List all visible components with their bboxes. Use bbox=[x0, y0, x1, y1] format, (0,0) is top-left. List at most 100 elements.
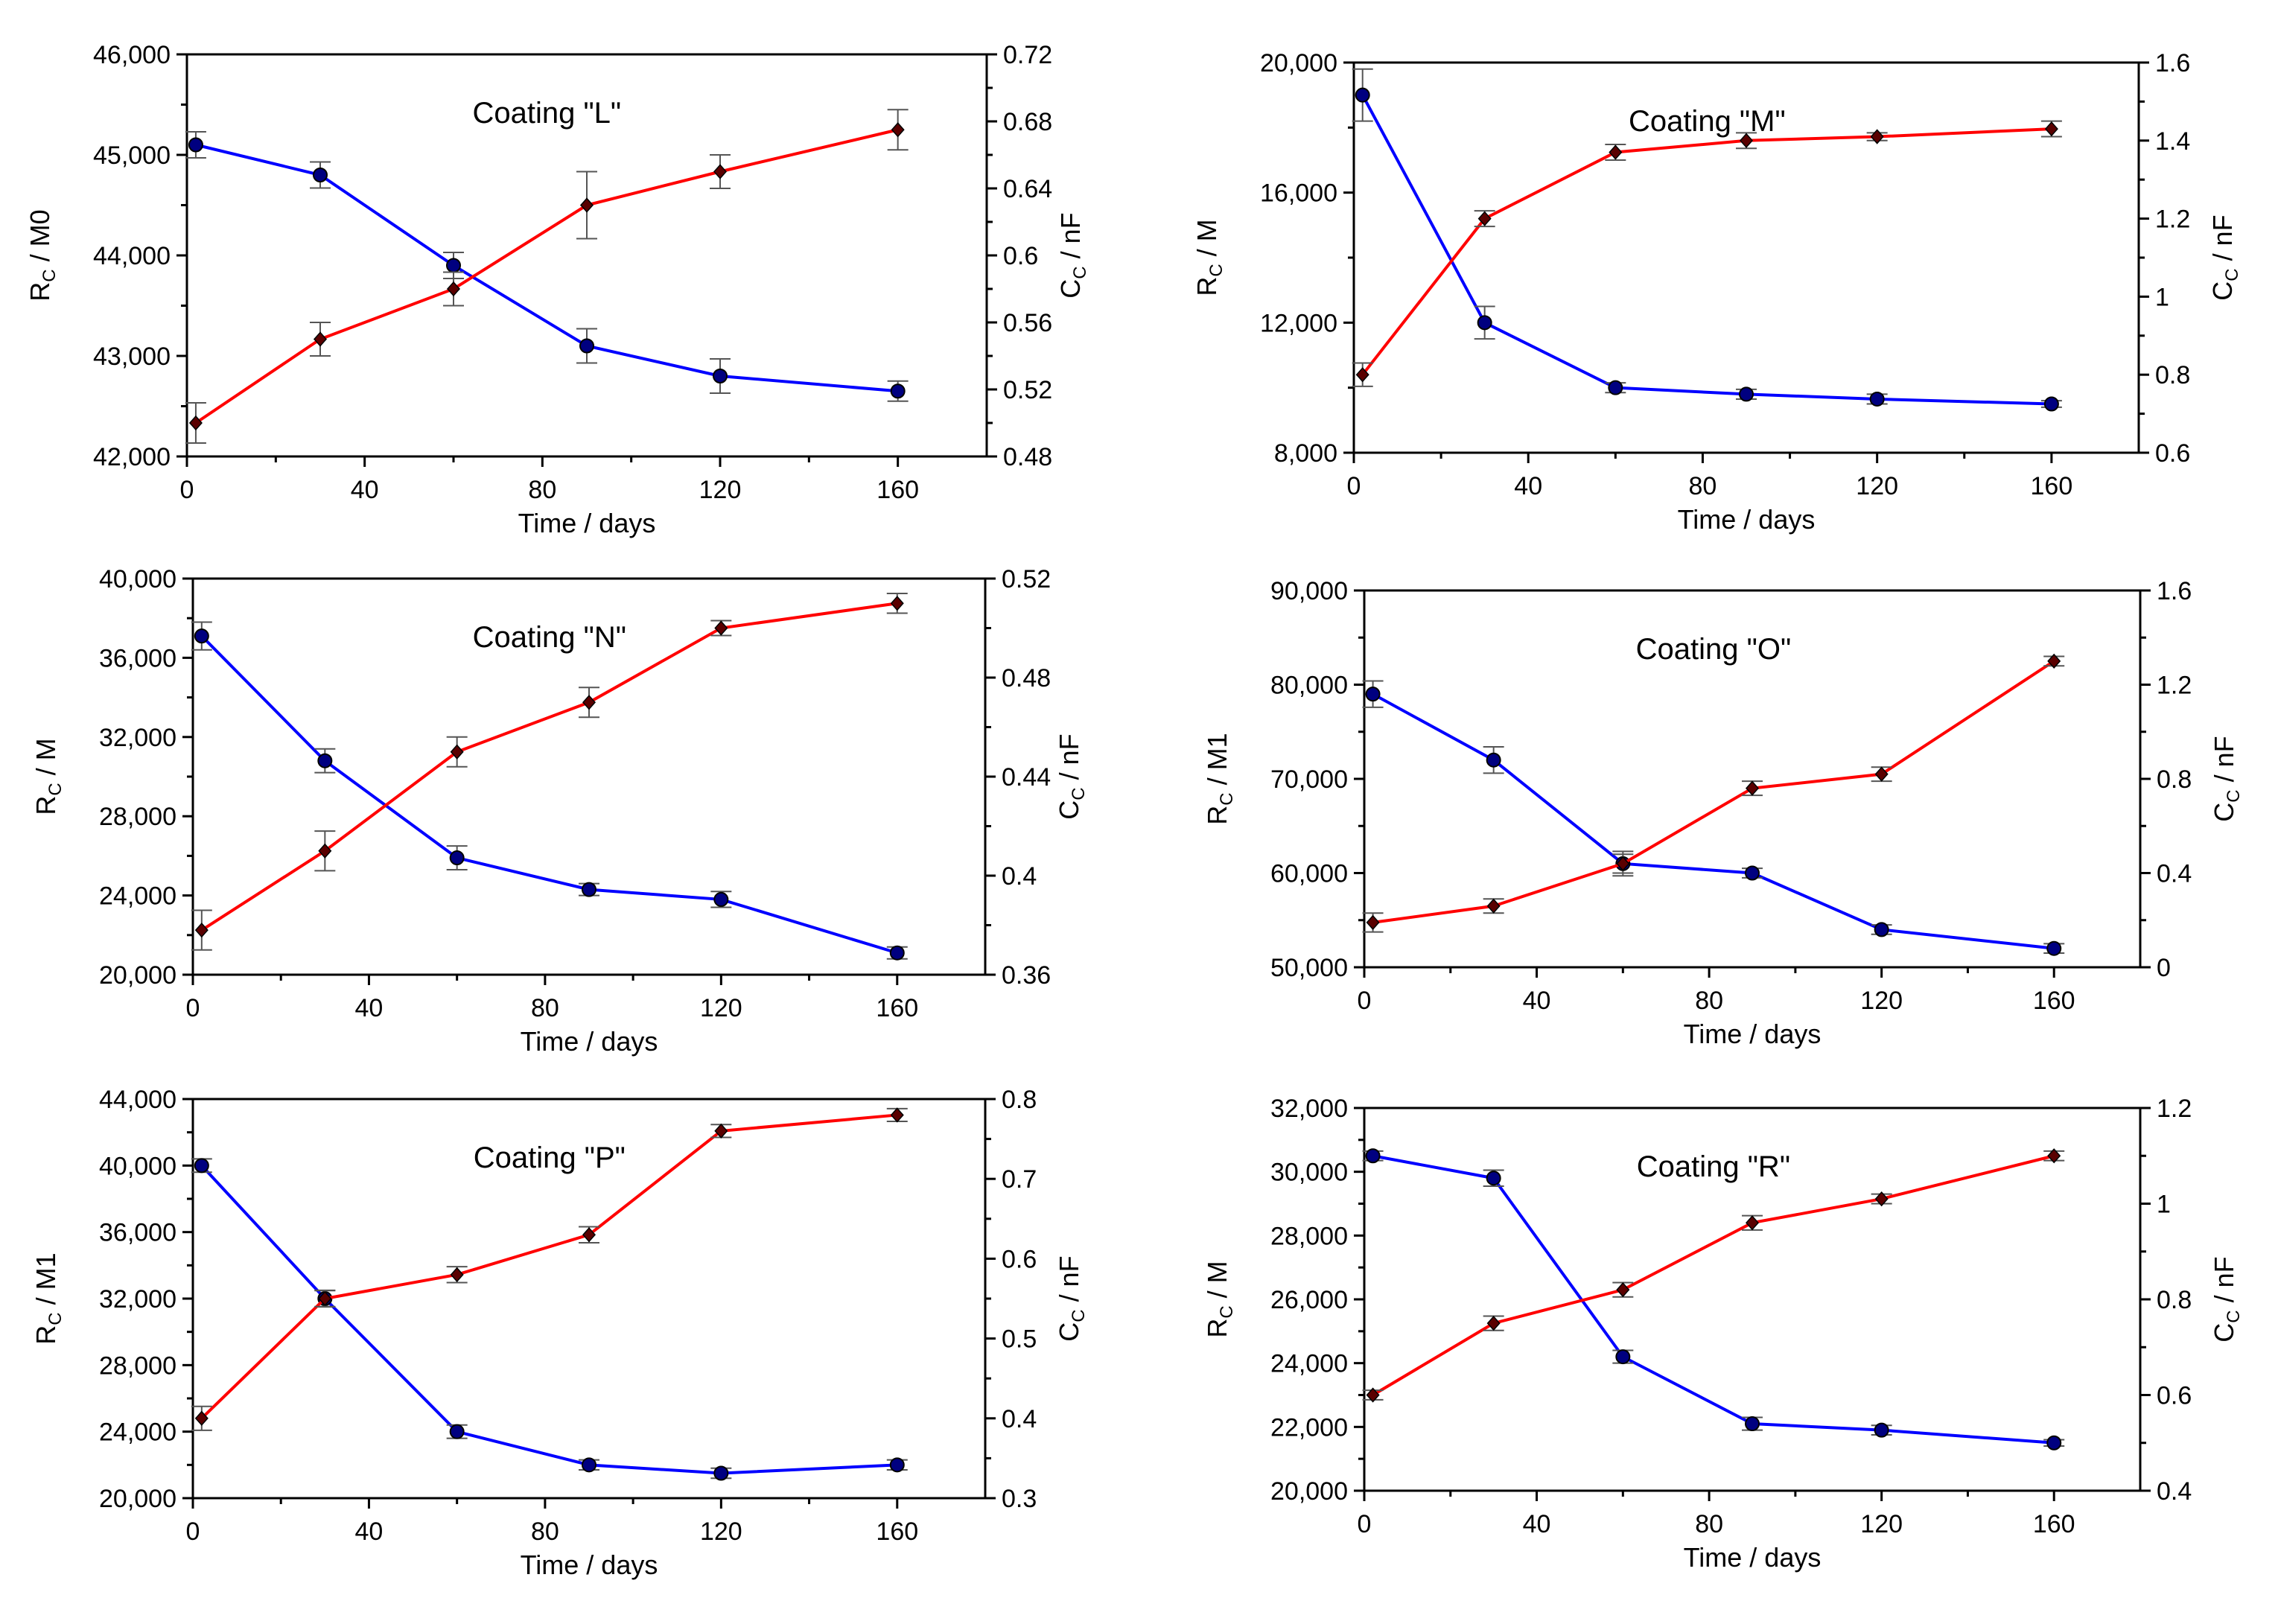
series-line-Rc bbox=[1372, 1154, 2055, 1445]
data-point-Cc bbox=[1355, 367, 1369, 383]
data-point-Rc bbox=[1486, 1171, 1501, 1186]
x-tick-label: 0 bbox=[1358, 987, 1372, 1015]
y2-tick-label: 0.4 bbox=[2157, 1477, 2192, 1506]
chart-title: Coating "N" bbox=[473, 621, 626, 654]
x-axis-label: Time / days bbox=[518, 508, 656, 538]
y-tick-label: 60,000 bbox=[1270, 860, 1348, 888]
series-line-Rc bbox=[195, 143, 898, 393]
data-point-Cc bbox=[890, 1107, 904, 1123]
x-tick-label: 0 bbox=[1347, 472, 1361, 500]
x-tick-label: 160 bbox=[2031, 472, 2073, 500]
data-point-Rc bbox=[2046, 940, 2062, 956]
y2-tick-label: 0.8 bbox=[1002, 1086, 1037, 1114]
y2-tick-label: 0.4 bbox=[2157, 860, 2192, 888]
y2-tick-label: 1.2 bbox=[2157, 1095, 2192, 1123]
x-tick-label: 80 bbox=[531, 994, 559, 1022]
data-point-Cc bbox=[891, 122, 905, 138]
y2-tick-label: 0.52 bbox=[1002, 565, 1051, 593]
x-tick-label: 120 bbox=[699, 476, 742, 504]
data-point-Cc bbox=[1874, 1191, 1889, 1207]
data-point-Rc bbox=[1874, 922, 1889, 937]
y2-axis-label: CC / nF bbox=[1054, 733, 1089, 819]
chart-title: Coating "O" bbox=[1636, 633, 1792, 666]
x-tick-label: 80 bbox=[1689, 472, 1717, 500]
y-tick-label: 8,000 bbox=[1274, 439, 1337, 468]
data-point-Cc bbox=[2044, 121, 2058, 137]
data-point-Cc bbox=[446, 281, 461, 297]
y2-tick-label: 1.2 bbox=[2157, 672, 2192, 700]
y2-tick-label: 0.36 bbox=[1002, 961, 1051, 990]
y-tick-label: 43,000 bbox=[93, 343, 171, 371]
data-point-Cc bbox=[188, 415, 203, 431]
x-tick-label: 160 bbox=[876, 1518, 918, 1546]
y-tick-label: 40,000 bbox=[99, 565, 176, 593]
data-point-Rc bbox=[194, 628, 209, 644]
x-tick-label: 120 bbox=[700, 1518, 742, 1546]
y2-tick-label: 0.6 bbox=[1003, 242, 1038, 270]
chart-panel-1: 0 40 80 120 160 42,000 43,000 44,000 45,000 46,00… bbox=[25, 41, 1090, 538]
x-tick-label: 40 bbox=[1523, 1510, 1551, 1538]
y-tick-label: 26,000 bbox=[1270, 1286, 1348, 1314]
series-line-Cc bbox=[1372, 1154, 2055, 1397]
y-tick-label: 24,000 bbox=[99, 882, 176, 911]
series-Cc bbox=[191, 1107, 908, 1431]
data-point-Cc bbox=[450, 1267, 464, 1282]
x-tick-label: 0 bbox=[186, 1518, 200, 1546]
chart-title: Coating "M" bbox=[1629, 105, 1786, 138]
data-point-Rc bbox=[1477, 315, 1492, 331]
data-point-Rc bbox=[1486, 752, 1501, 768]
y2-tick-label: 1.2 bbox=[2155, 206, 2190, 234]
data-point-Rc bbox=[1608, 380, 1623, 395]
x-tick-label: 120 bbox=[1860, 987, 1903, 1015]
y-axis-label: RC / M0 bbox=[25, 209, 60, 301]
data-point-Rc bbox=[582, 882, 596, 897]
series-line-Rc bbox=[200, 1164, 897, 1475]
data-point-Rc bbox=[889, 945, 905, 961]
x-tick-label: 120 bbox=[1860, 1510, 1903, 1538]
y-tick-label: 36,000 bbox=[99, 1219, 176, 1247]
data-point-Rc bbox=[188, 137, 203, 153]
series-line-Cc bbox=[200, 1113, 897, 1420]
data-point-Rc bbox=[2046, 1435, 2062, 1451]
x-axis-label: Time / days bbox=[521, 1026, 658, 1057]
series-Cc bbox=[185, 109, 909, 444]
data-point-Cc bbox=[2047, 1148, 2061, 1164]
x-tick-label: 160 bbox=[876, 994, 918, 1022]
data-point-Cc bbox=[1745, 780, 1760, 796]
y2-tick-label: 0.8 bbox=[2157, 765, 2192, 794]
x-tick-label: 80 bbox=[528, 476, 556, 504]
series-line-Cc bbox=[200, 602, 898, 932]
series-Rc bbox=[1362, 1148, 2065, 1451]
y2-tick-label: 0.44 bbox=[1002, 763, 1051, 792]
chart-panel-3: 0 40 80 120 160 20,000 24,000 28,000 32,000 36,00… bbox=[31, 565, 1089, 1057]
y-tick-label: 32,000 bbox=[1270, 1095, 1348, 1123]
y-tick-label: 22,000 bbox=[1270, 1413, 1348, 1442]
data-point-Cc bbox=[313, 331, 328, 347]
data-point-Cc bbox=[1739, 133, 1754, 148]
y2-tick-label: 0.3 bbox=[1002, 1485, 1037, 1513]
data-point-Rc bbox=[1874, 1422, 1889, 1438]
x-tick-label: 40 bbox=[1514, 472, 1542, 500]
data-point-Rc bbox=[1615, 1349, 1631, 1365]
y-tick-label: 32,000 bbox=[99, 724, 176, 752]
y2-tick-label: 0.52 bbox=[1003, 376, 1052, 404]
series-Cc bbox=[1362, 1148, 2065, 1403]
series-Cc bbox=[1352, 120, 2062, 387]
series-Rc bbox=[191, 621, 908, 961]
y-tick-label: 90,000 bbox=[1270, 577, 1348, 605]
x-axis-label: Time / days bbox=[1684, 1019, 1822, 1049]
y-tick-label: 20,000 bbox=[99, 1485, 176, 1513]
y2-tick-label: 1 bbox=[2155, 283, 2169, 311]
data-point-Cc bbox=[194, 923, 209, 938]
y2-tick-label: 0.8 bbox=[2155, 361, 2190, 389]
y-axis-label: RC / M bbox=[1202, 1261, 1237, 1337]
x-tick-label: 120 bbox=[700, 994, 742, 1022]
data-point-Rc bbox=[194, 1158, 209, 1174]
chart-panel-4: 0 40 80 120 160 50,000 60,000 70,000 80,000 90,00… bbox=[1202, 577, 2244, 1049]
x-tick-label: 80 bbox=[531, 1518, 559, 1546]
x-tick-label: 0 bbox=[180, 476, 194, 504]
x-tick-label: 40 bbox=[1523, 987, 1551, 1015]
data-point-Cc bbox=[582, 1227, 596, 1243]
data-point-Rc bbox=[313, 168, 328, 182]
